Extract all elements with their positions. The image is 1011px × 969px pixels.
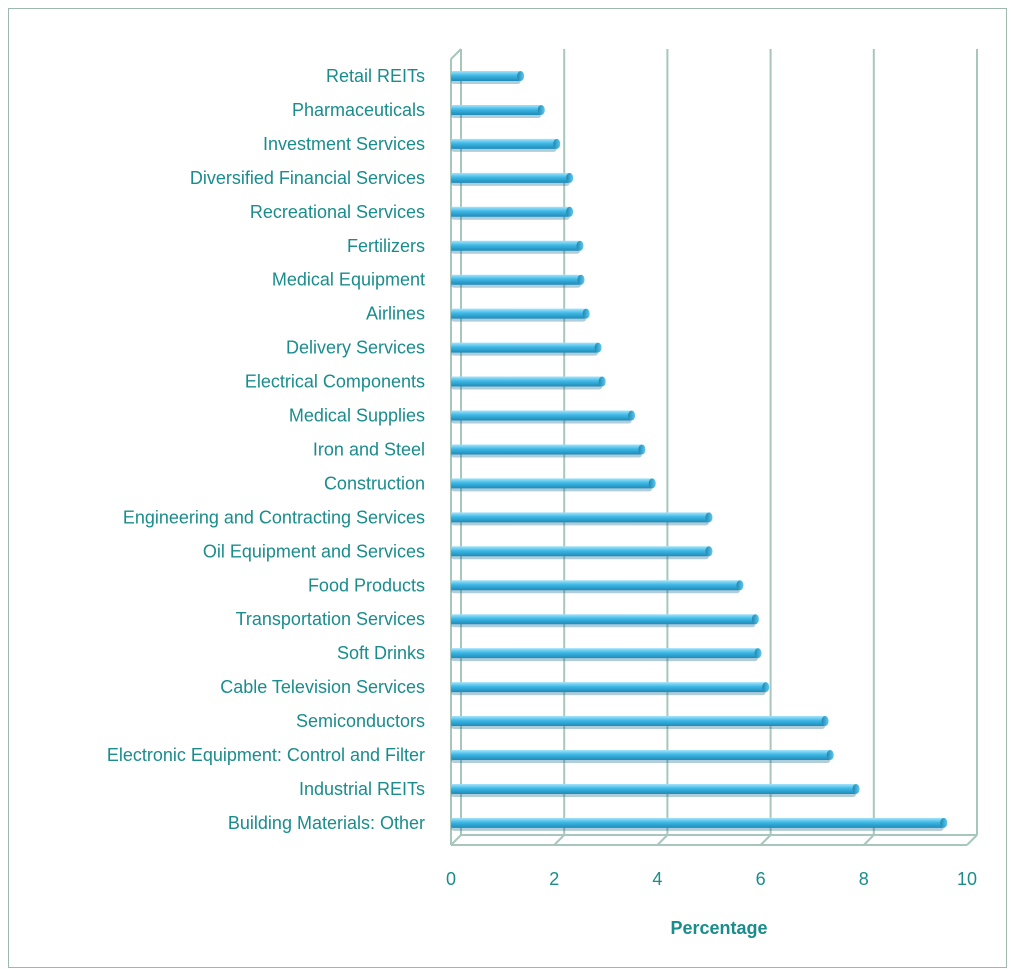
- bar: [451, 308, 587, 319]
- x-tick-label: 2: [549, 869, 559, 889]
- category-label: Fertilizers: [347, 236, 425, 256]
- bar-cap: [638, 444, 646, 455]
- bar-cap: [821, 716, 829, 727]
- category-label: Diversified Financial Services: [190, 168, 425, 188]
- bar: [451, 648, 759, 659]
- category-label: Delivery Services: [286, 338, 425, 358]
- bar: [451, 172, 570, 183]
- bar-cap: [598, 376, 606, 387]
- category-label: Airlines: [366, 304, 425, 324]
- bar: [451, 614, 756, 625]
- category-label: Building Materials: Other: [228, 813, 425, 833]
- x-axis-title: Percentage: [670, 918, 767, 938]
- bar: [451, 546, 709, 557]
- bar: [451, 817, 944, 828]
- bar-cap: [517, 71, 525, 81]
- bar: [451, 682, 766, 693]
- x-tick-label: 4: [652, 869, 662, 889]
- bar: [451, 410, 632, 421]
- category-label: Engineering and Contracting Services: [123, 507, 425, 527]
- category-label: Soft Drinks: [337, 643, 425, 663]
- category-label: Iron and Steel: [313, 439, 425, 459]
- gridline-depth: [759, 834, 772, 846]
- category-label: Recreational Services: [250, 202, 425, 222]
- gridline-depth: [863, 834, 875, 846]
- bar-cap: [751, 614, 759, 625]
- category-label: Construction: [324, 473, 425, 493]
- bar-cap: [754, 648, 762, 659]
- chart-frame: Retail REITs Pharmaceuticals Investment Se…: [8, 8, 1007, 968]
- bar: [451, 750, 831, 760]
- bar-cap: [582, 308, 590, 319]
- bar: [451, 71, 521, 81]
- category-label: Semiconductors: [296, 711, 425, 731]
- x-tick-label: 8: [859, 869, 869, 889]
- category-label: Pharmaceuticals: [292, 100, 425, 120]
- x-tick-labels: 0 2 4 6 8 10: [446, 869, 977, 889]
- x-tick-label: 6: [756, 869, 766, 889]
- bar-layer: [451, 71, 948, 831]
- bar: [451, 104, 542, 115]
- bar-cap: [705, 512, 713, 523]
- category-label: Transportation Services: [236, 609, 425, 629]
- bar-cap: [576, 240, 584, 251]
- bar: [451, 274, 582, 285]
- category-label: Electrical Components: [245, 372, 425, 392]
- x-tick-label: 10: [957, 869, 977, 889]
- category-label: Medical Equipment: [272, 270, 425, 290]
- bar-cap: [762, 682, 770, 693]
- bar-cap: [736, 580, 744, 591]
- bar: [451, 580, 740, 591]
- bar-cap: [594, 342, 602, 353]
- bar: [451, 783, 857, 794]
- bar-cap: [566, 206, 574, 217]
- x-tick-label: 0: [446, 869, 456, 889]
- category-labels: Retail REITs Pharmaceuticals Investment Se…: [107, 66, 425, 833]
- bar: [451, 138, 557, 149]
- bar: [451, 478, 653, 489]
- bar: [451, 512, 709, 523]
- bar-cap: [628, 410, 636, 421]
- bar-cap: [537, 104, 545, 115]
- bar-cap: [852, 783, 860, 794]
- bar: [451, 206, 570, 217]
- bar-cap: [648, 478, 656, 489]
- category-label: Electronic Equipment: Control and Filter: [107, 745, 425, 765]
- gridline-depth: [450, 834, 462, 846]
- category-label: Cable Television Services: [220, 677, 425, 697]
- gridline-depth: [553, 834, 565, 846]
- bar-chart: Retail REITs Pharmaceuticals Investment Se…: [107, 48, 978, 938]
- bar-cap: [940, 817, 948, 828]
- category-label: Oil Equipment and Services: [203, 541, 425, 561]
- bar: [451, 240, 580, 251]
- category-label: Industrial REITs: [299, 779, 425, 799]
- bar: [451, 444, 642, 455]
- gridline-depth: [966, 834, 978, 846]
- bar-cap: [826, 750, 834, 760]
- left-wall-top: [450, 48, 462, 60]
- bar: [451, 342, 599, 353]
- bar: [451, 376, 603, 387]
- category-label: Investment Services: [263, 134, 425, 154]
- bar-cap: [705, 546, 713, 557]
- bar: [451, 716, 826, 727]
- gridline-depth: [656, 834, 669, 846]
- category-label: Retail REITs: [326, 66, 425, 86]
- bar-cap: [566, 172, 574, 183]
- category-label: Medical Supplies: [289, 406, 425, 426]
- bar-cap: [577, 274, 585, 285]
- category-label: Food Products: [308, 575, 425, 595]
- bar-cap: [553, 138, 561, 149]
